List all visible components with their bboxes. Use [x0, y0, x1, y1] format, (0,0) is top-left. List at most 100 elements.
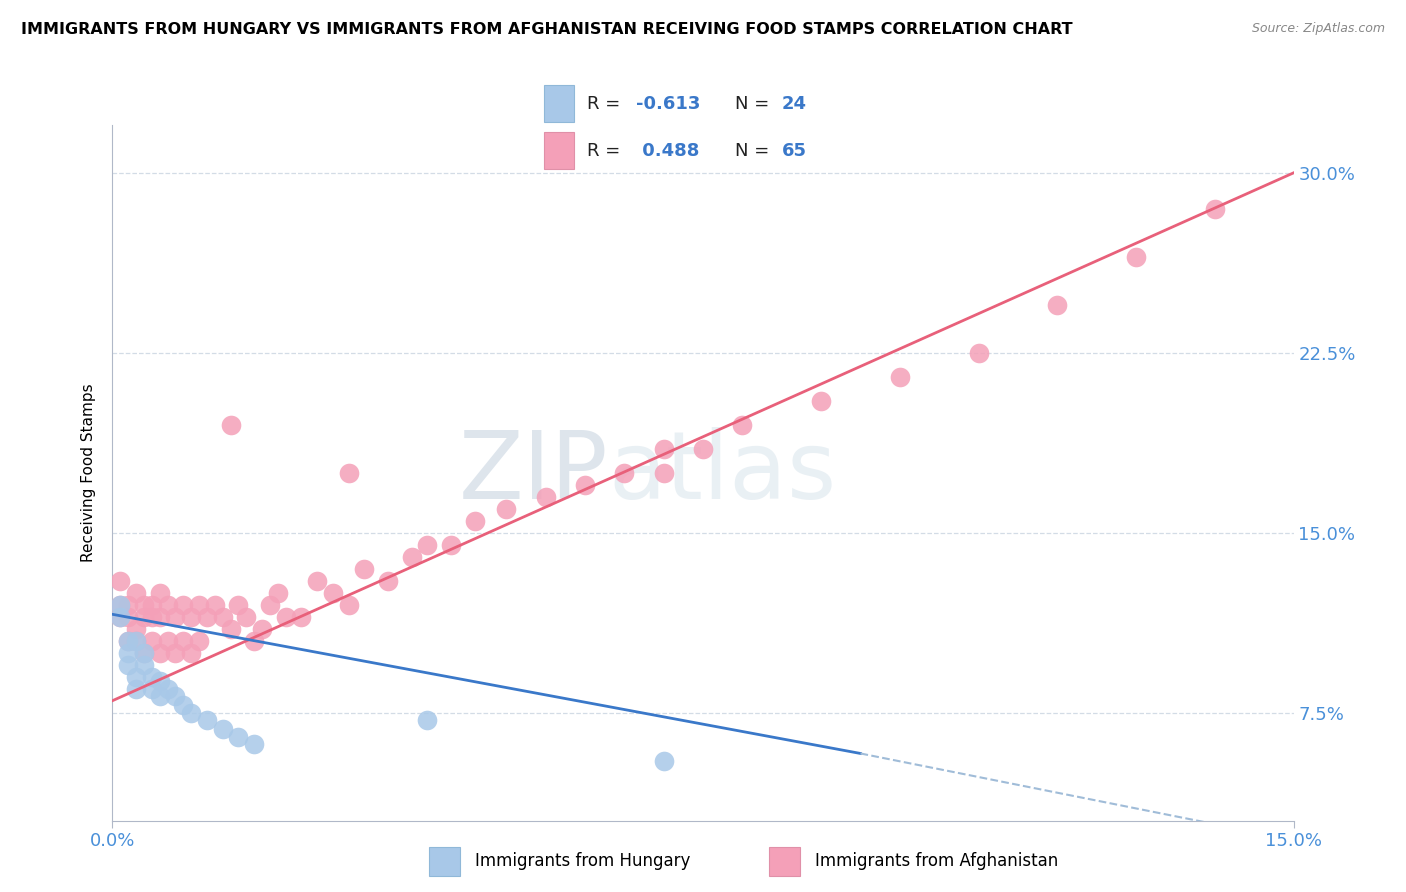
Text: R =: R = [586, 142, 626, 160]
Point [337, 466, 360, 480]
Text: -0.613: -0.613 [637, 95, 700, 112]
Text: 0.488: 0.488 [637, 142, 700, 160]
Point [125, 633, 148, 648]
Point [172, 633, 194, 648]
Point [495, 501, 517, 516]
Point [337, 598, 360, 612]
Point [110, 574, 132, 588]
Point [165, 609, 187, 624]
Point [132, 646, 155, 660]
Text: N =: N = [735, 95, 775, 112]
Point [125, 670, 148, 684]
Point [125, 585, 148, 599]
Point [132, 657, 155, 672]
Point [132, 609, 155, 624]
Point [692, 442, 714, 456]
Point [290, 609, 312, 624]
Point [307, 574, 329, 588]
Point [250, 622, 273, 636]
Point [132, 598, 155, 612]
Point [141, 670, 163, 684]
Point [228, 598, 250, 612]
Point [219, 622, 242, 636]
Point [211, 609, 233, 624]
Point [235, 609, 257, 624]
Point [534, 490, 557, 504]
Point [117, 598, 139, 612]
Point [156, 681, 179, 696]
Y-axis label: Receiving Food Stamps: Receiving Food Stamps [80, 384, 96, 562]
Point [125, 633, 148, 648]
Point [165, 646, 187, 660]
Point [613, 466, 636, 480]
Point [377, 574, 399, 588]
Point [132, 646, 155, 660]
Point [243, 633, 266, 648]
Point [967, 346, 990, 360]
Point [228, 730, 250, 744]
Point [141, 598, 163, 612]
Point [353, 562, 375, 576]
Point [141, 609, 163, 624]
Point [149, 674, 172, 689]
Point [188, 598, 211, 612]
Point [117, 633, 139, 648]
Text: N =: N = [735, 142, 775, 160]
Point [810, 393, 832, 408]
Point [180, 609, 202, 624]
Point [110, 598, 132, 612]
Point [195, 609, 218, 624]
Text: IMMIGRANTS FROM HUNGARY VS IMMIGRANTS FROM AFGHANISTAN RECEIVING FOOD STAMPS COR: IMMIGRANTS FROM HUNGARY VS IMMIGRANTS FR… [21, 22, 1073, 37]
Point [274, 609, 297, 624]
Point [267, 585, 290, 599]
Point [141, 633, 163, 648]
Point [188, 633, 211, 648]
Point [110, 598, 132, 612]
Point [195, 713, 218, 727]
Point [117, 657, 139, 672]
Point [117, 646, 139, 660]
Point [322, 585, 344, 599]
Point [125, 622, 148, 636]
Point [149, 609, 172, 624]
FancyBboxPatch shape [429, 847, 460, 876]
Point [1125, 250, 1147, 264]
Text: 65: 65 [782, 142, 807, 160]
Text: atlas: atlas [609, 426, 837, 519]
Text: ZIP: ZIP [458, 426, 609, 519]
Point [652, 754, 675, 768]
Point [204, 598, 226, 612]
Point [172, 598, 194, 612]
Text: Source: ZipAtlas.com: Source: ZipAtlas.com [1251, 22, 1385, 36]
Point [149, 585, 172, 599]
Point [110, 609, 132, 624]
Point [889, 369, 911, 384]
Point [574, 477, 596, 491]
Text: R =: R = [586, 95, 626, 112]
Point [1204, 202, 1226, 216]
Point [731, 417, 754, 432]
Point [125, 681, 148, 696]
Text: Immigrants from Hungary: Immigrants from Hungary [475, 852, 690, 870]
Point [156, 598, 179, 612]
Point [180, 646, 202, 660]
Point [652, 442, 675, 456]
Point [401, 549, 423, 564]
Point [440, 538, 463, 552]
FancyBboxPatch shape [769, 847, 800, 876]
Point [172, 698, 194, 713]
FancyBboxPatch shape [544, 85, 575, 122]
Point [652, 466, 675, 480]
Point [141, 681, 163, 696]
Point [149, 689, 172, 703]
Text: Immigrants from Afghanistan: Immigrants from Afghanistan [815, 852, 1059, 870]
Point [156, 633, 179, 648]
Point [117, 633, 139, 648]
Point [117, 609, 139, 624]
Point [219, 417, 242, 432]
Point [243, 737, 266, 751]
Point [1046, 298, 1069, 312]
Point [464, 514, 486, 528]
Point [416, 713, 439, 727]
Point [211, 723, 233, 737]
